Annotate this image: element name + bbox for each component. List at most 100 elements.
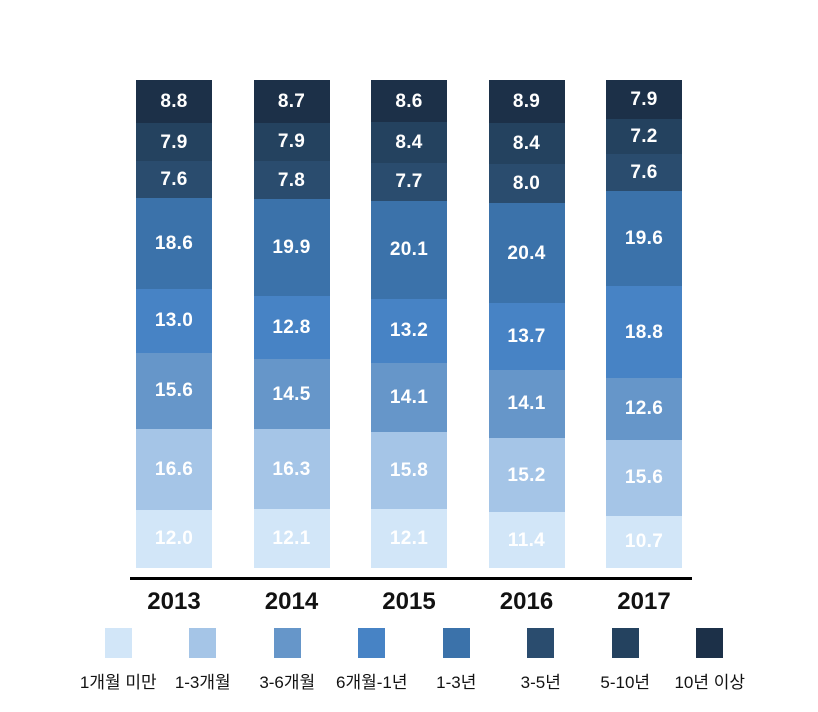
bars-row: 8.8 7.9 7.6 18.6 13.0 15.6 16.6 12.0 8.7 7.9 7.8 19… — [136, 80, 682, 568]
bar-segment: 18.6 — [136, 198, 212, 290]
segment-value-label: 12.8 — [272, 316, 311, 338]
bar-segment: 13.0 — [136, 289, 212, 353]
x-axis-label-2016: 2016 — [499, 588, 554, 615]
segment-value-label: 18.6 — [154, 233, 194, 255]
bar-column-2016: 8.9 8.4 8.0 20.4 13.7 14.1 15.2 11.4 — [488, 80, 565, 568]
legend-swatch — [442, 628, 470, 658]
legend-item: 1-3개월 — [161, 628, 246, 693]
segment-value-label: 7.8 — [277, 169, 306, 191]
bar-segment: 12.8 — [253, 296, 330, 359]
legend-swatch — [696, 628, 724, 658]
bar-segment: 14.5 — [253, 358, 330, 430]
segment-value-label: 8.8 — [160, 90, 188, 112]
legend-label: 1-3년 — [436, 673, 477, 692]
segment-value-label: 7.9 — [160, 131, 188, 153]
segment-value-label: 15.6 — [154, 380, 194, 402]
bar-segment: 20.4 — [488, 203, 565, 303]
bar-segment: 14.1 — [371, 363, 447, 432]
segment-value-label: 7.9 — [630, 88, 658, 110]
x-axis-label-2013: 2013 — [147, 588, 201, 615]
legend-label: 1-3개월 — [174, 673, 231, 692]
bar-segment: 7.9 — [136, 122, 212, 162]
bar-segment: 19.9 — [253, 199, 330, 297]
legend-swatch — [189, 628, 217, 658]
segment-value-label: 13.2 — [389, 320, 429, 342]
bar-segment: 8.4 — [488, 123, 565, 165]
bar-segment: 7.8 — [253, 161, 330, 200]
legend-swatch — [611, 628, 639, 658]
bar-segment: 12.1 — [371, 508, 447, 568]
segment-value-label: 14.1 — [389, 386, 429, 408]
segment-value-label: 10.7 — [624, 531, 664, 553]
x-axis-labels: 2013 2014 2015 2016 2017 — [136, 588, 682, 616]
legend-item: 6개월-1년 — [330, 628, 415, 693]
bar-segment: 7.6 — [136, 161, 212, 199]
segment-value-label: 8.4 — [512, 133, 541, 155]
bar-column-2017: 7.9 7.2 7.6 19.6 18.8 12.6 15.6 10.7 — [606, 80, 682, 568]
segment-value-label: 8.7 — [277, 90, 306, 112]
segment-value-label: 12.1 — [272, 527, 311, 549]
bar-segment: 7.9 — [606, 80, 682, 119]
segment-value-label: 7.6 — [160, 169, 188, 191]
legend-item: 1-3년 — [414, 628, 499, 693]
bar-column-2013: 8.8 7.9 7.6 18.6 13.0 15.6 16.6 12.0 — [136, 80, 212, 568]
bar-segment: 8.4 — [371, 122, 447, 163]
bar-segment: 15.8 — [371, 431, 447, 509]
x-axis-line — [130, 577, 692, 580]
segment-value-label: 16.3 — [272, 458, 311, 480]
legend-swatch — [527, 628, 555, 658]
segment-value-label: 20.4 — [507, 242, 546, 264]
segment-value-label: 7.9 — [277, 131, 306, 153]
x-axis-label-2014: 2014 — [264, 588, 319, 615]
legend-swatch — [273, 628, 301, 658]
bar-segment: 16.3 — [253, 429, 330, 509]
bar-segment: 11.4 — [488, 512, 565, 568]
legend-item: 3-6개월 — [245, 628, 330, 693]
bar-segment: 7.2 — [606, 118, 682, 154]
segment-value-label: 12.1 — [389, 527, 429, 549]
bar-segment: 10.7 — [606, 515, 682, 568]
segment-value-label: 15.8 — [389, 459, 429, 481]
segment-value-label: 7.2 — [630, 125, 658, 147]
legend-label: 5-10년 — [600, 673, 651, 692]
legend: 1개월 미만 1-3개월 3-6개월 6개월-1년 1-3년 3-5년 5-10년 10년 이… — [76, 628, 752, 693]
bar-segment: 13.7 — [488, 302, 565, 370]
legend-label: 3-6개월 — [259, 673, 316, 692]
legend-item: 1개월 미만 — [76, 628, 161, 693]
legend-swatch — [358, 628, 386, 658]
segment-value-label: 8.9 — [512, 91, 541, 113]
bar-segment: 12.0 — [136, 509, 212, 568]
segment-value-label: 12.0 — [154, 528, 194, 550]
bar-segment: 15.6 — [606, 439, 682, 516]
bar-segment: 8.7 — [253, 80, 330, 123]
segment-value-label: 7.7 — [395, 171, 423, 193]
segment-value-label: 18.8 — [624, 321, 664, 343]
segment-value-label: 11.4 — [507, 529, 546, 551]
segment-value-label: 14.1 — [507, 393, 546, 415]
segment-value-label: 13.7 — [507, 325, 546, 347]
segment-value-label: 20.1 — [389, 239, 429, 261]
bar-segment: 7.6 — [606, 153, 682, 191]
bar-segment: 8.8 — [136, 80, 212, 123]
legend-item: 10년 이상 — [668, 628, 753, 693]
bar-column-2014: 8.7 7.9 7.8 19.9 12.8 14.5 16.3 12.1 — [253, 80, 330, 568]
legend-swatch — [104, 628, 132, 658]
bar-segment: 8.6 — [371, 80, 447, 123]
legend-label: 1개월 미만 — [79, 673, 157, 692]
bar-segment: 15.6 — [136, 352, 212, 429]
bar-segment: 7.9 — [253, 122, 330, 162]
legend-label: 10년 이상 — [674, 673, 746, 692]
bar-segment: 15.2 — [488, 438, 565, 513]
segment-value-label: 8.6 — [395, 90, 423, 112]
x-axis-label-2017: 2017 — [617, 588, 671, 615]
bar-segment: 13.2 — [371, 298, 447, 364]
bar-segment: 18.8 — [606, 286, 682, 379]
segment-value-label: 15.6 — [624, 467, 664, 489]
bar-segment: 12.1 — [253, 508, 330, 568]
legend-label: 6개월-1년 — [336, 673, 408, 692]
segment-value-label: 7.6 — [630, 161, 658, 183]
bar-column-2015: 8.6 8.4 7.7 20.1 13.2 14.1 15.8 12.1 — [371, 80, 447, 568]
segment-value-label: 15.2 — [507, 464, 546, 486]
segment-value-label: 12.6 — [624, 398, 664, 420]
